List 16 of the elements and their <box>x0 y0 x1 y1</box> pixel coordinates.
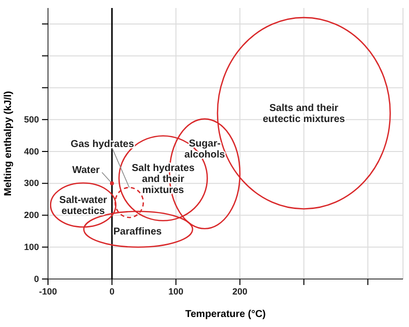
x-tick-label: -100 <box>38 286 58 296</box>
x-tick-label: 200 <box>232 286 248 296</box>
x-tick-label: 0 <box>109 286 114 296</box>
y-tick-label: 400 <box>24 146 39 156</box>
y-axis-title: Melting enthalpy (kJ/l) <box>3 90 14 196</box>
y-tick-label: 200 <box>24 210 39 220</box>
annotation: Paraffines <box>113 226 162 238</box>
y-tick-label: 100 <box>24 242 39 252</box>
y-tick-label: 300 <box>24 178 39 188</box>
annotation: Salt-water eutectics <box>59 195 108 218</box>
series-label: Water <box>72 164 100 176</box>
x-tick-label: 100 <box>168 286 184 296</box>
x-axis-title: Temperature (°C) <box>185 309 266 320</box>
y-tick-label: 500 <box>24 114 39 124</box>
annotation: Salts and their eutectic mixtures <box>262 103 346 126</box>
y-tick-label: 0 <box>34 274 39 284</box>
